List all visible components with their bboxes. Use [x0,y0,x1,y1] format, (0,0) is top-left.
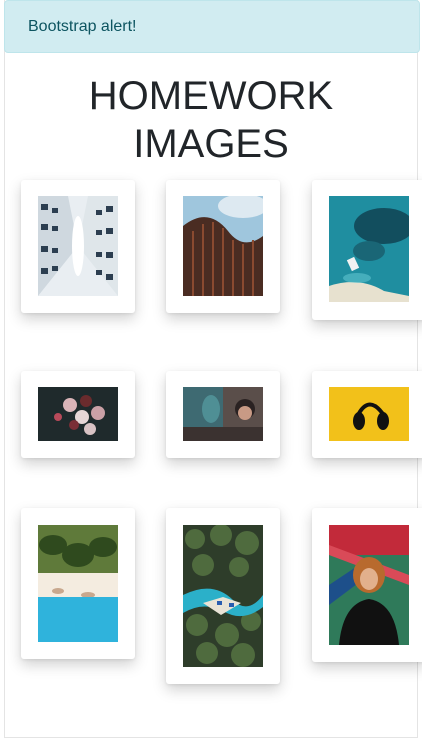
image-card-7[interactable] [21,508,135,659]
image-card-8[interactable] [166,508,280,684]
cupcakes-photo [38,387,118,441]
curved-tower-photo [183,196,263,296]
person-gaming-photo [183,387,263,441]
upside-down-beach-photo [38,525,118,642]
building-facade-photo [38,196,118,296]
aerial-reef-photo [329,196,409,302]
image-card-9[interactable] [312,508,422,662]
aerial-palms-photo [183,525,263,667]
image-card-5[interactable] [166,371,280,458]
image-card-2[interactable] [166,180,280,313]
page-title: HOMEWORK IMAGES [4,72,418,168]
image-card-6[interactable] [312,371,422,458]
image-card-1[interactable] [21,180,135,313]
title-line-2: IMAGES [133,122,289,166]
alert-banner: Bootstrap alert! [4,0,420,53]
image-card-4[interactable] [21,371,135,458]
title-line-1: HOMEWORK [88,74,334,118]
headphones-photo [329,387,409,441]
person-graffiti-photo [329,525,409,645]
image-card-3[interactable] [312,180,422,320]
